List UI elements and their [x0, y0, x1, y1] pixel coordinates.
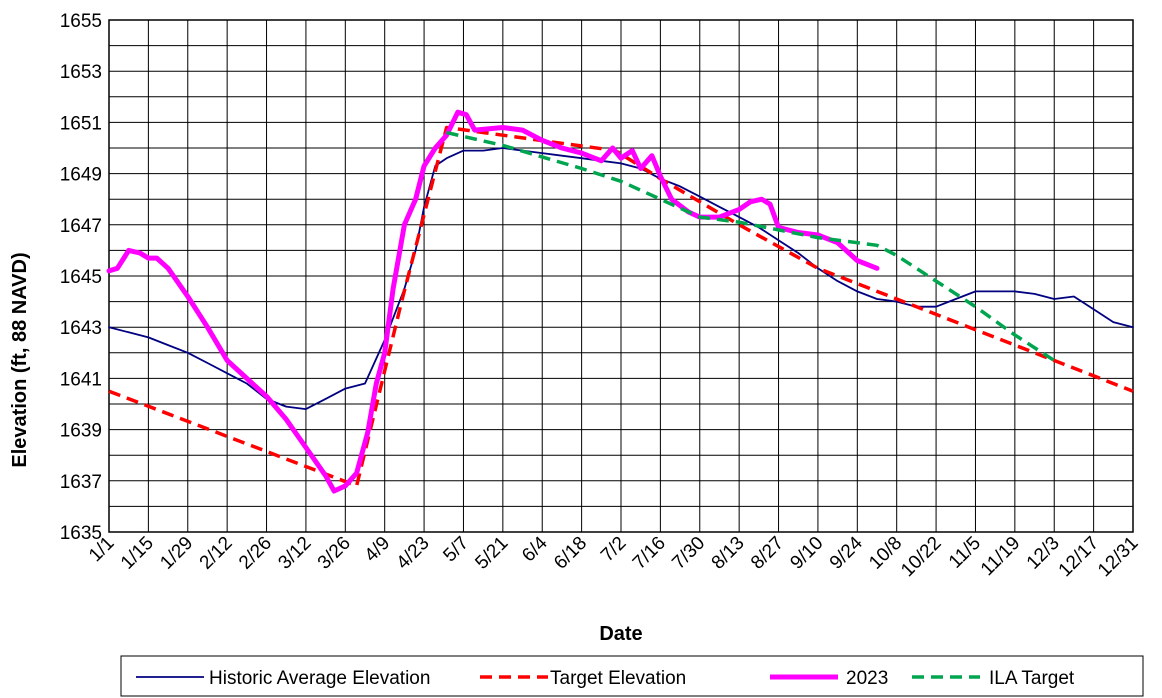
- legend-label-2023: 2023: [846, 668, 888, 689]
- x-tick-label: 5/21: [471, 533, 512, 574]
- x-tick-label: 4/9: [361, 533, 395, 567]
- x-tick-label: 7/16: [629, 533, 670, 574]
- series-line-2023: [106, 109, 880, 494]
- y-tick-label: 1655: [60, 11, 102, 32]
- x-tick-label: 3/12: [274, 533, 315, 574]
- legend-label-ila-target: ILA Target: [989, 668, 1075, 689]
- x-tick-label: 7/30: [668, 533, 709, 574]
- y-axis-ticks: 1635 1637 1639 1641 1643 1645 1647 1649 1651 1653…: [60, 11, 102, 544]
- x-tick-label: 12/17: [1055, 533, 1103, 581]
- x-tick-label: 7/2: [597, 533, 631, 567]
- x-axis-ticks: 1/11/151/292/122/263/123/26 4/94/23 5/75/2…: [85, 532, 1143, 581]
- y-tick-label: 1635: [60, 523, 102, 544]
- x-tick-label: 10/22: [897, 533, 945, 581]
- y-tick-label: 1641: [60, 369, 102, 390]
- plot-area: [108, 19, 1134, 533]
- y-tick-label: 1649: [60, 165, 102, 186]
- series-layer: [106, 109, 1134, 494]
- x-tick-label: 8/13: [708, 533, 749, 574]
- grid-lines: [108, 19, 1134, 533]
- x-axis-title: Date: [599, 623, 642, 645]
- legend-label-historic-average-elevation: Historic Average Elevation: [209, 668, 430, 689]
- y-tick-label: 1643: [60, 318, 102, 339]
- x-tick-label: 1/29: [156, 533, 197, 574]
- x-tick-label: 6/4: [518, 532, 552, 566]
- y-tick-label: 1645: [60, 267, 102, 288]
- y-tick-label: 1639: [60, 421, 102, 442]
- y-tick-label: 1651: [60, 113, 102, 134]
- x-tick-label: 3/26: [314, 533, 355, 574]
- x-tick-label: 6/18: [550, 533, 591, 574]
- legend: Historic Average Elevation Target Elevati…: [136, 668, 1075, 689]
- y-tick-label: 1637: [60, 472, 102, 493]
- x-tick-label: 2/12: [196, 533, 237, 574]
- x-tick-label: 5/7: [439, 533, 473, 567]
- y-tick-label: 1653: [60, 62, 102, 83]
- y-tick-label: 1647: [60, 216, 102, 237]
- x-tick-label: 12/31: [1094, 533, 1142, 581]
- x-tick-label: 9/24: [826, 532, 867, 573]
- x-tick-label: 8/27: [747, 533, 788, 574]
- x-tick-label: 2/26: [235, 533, 276, 574]
- legend-label-target-elevation: Target Elevation: [550, 668, 686, 689]
- x-tick-label: 1/15: [117, 533, 158, 574]
- series-line-ila-target: [446, 130, 1056, 362]
- x-tick-label: 9/10: [786, 533, 827, 574]
- y-axis-title: Elevation (ft, 88 NAVD): [9, 252, 31, 467]
- x-tick-label: 4/23: [393, 533, 434, 574]
- x-tick-label: 11/19: [977, 533, 1024, 580]
